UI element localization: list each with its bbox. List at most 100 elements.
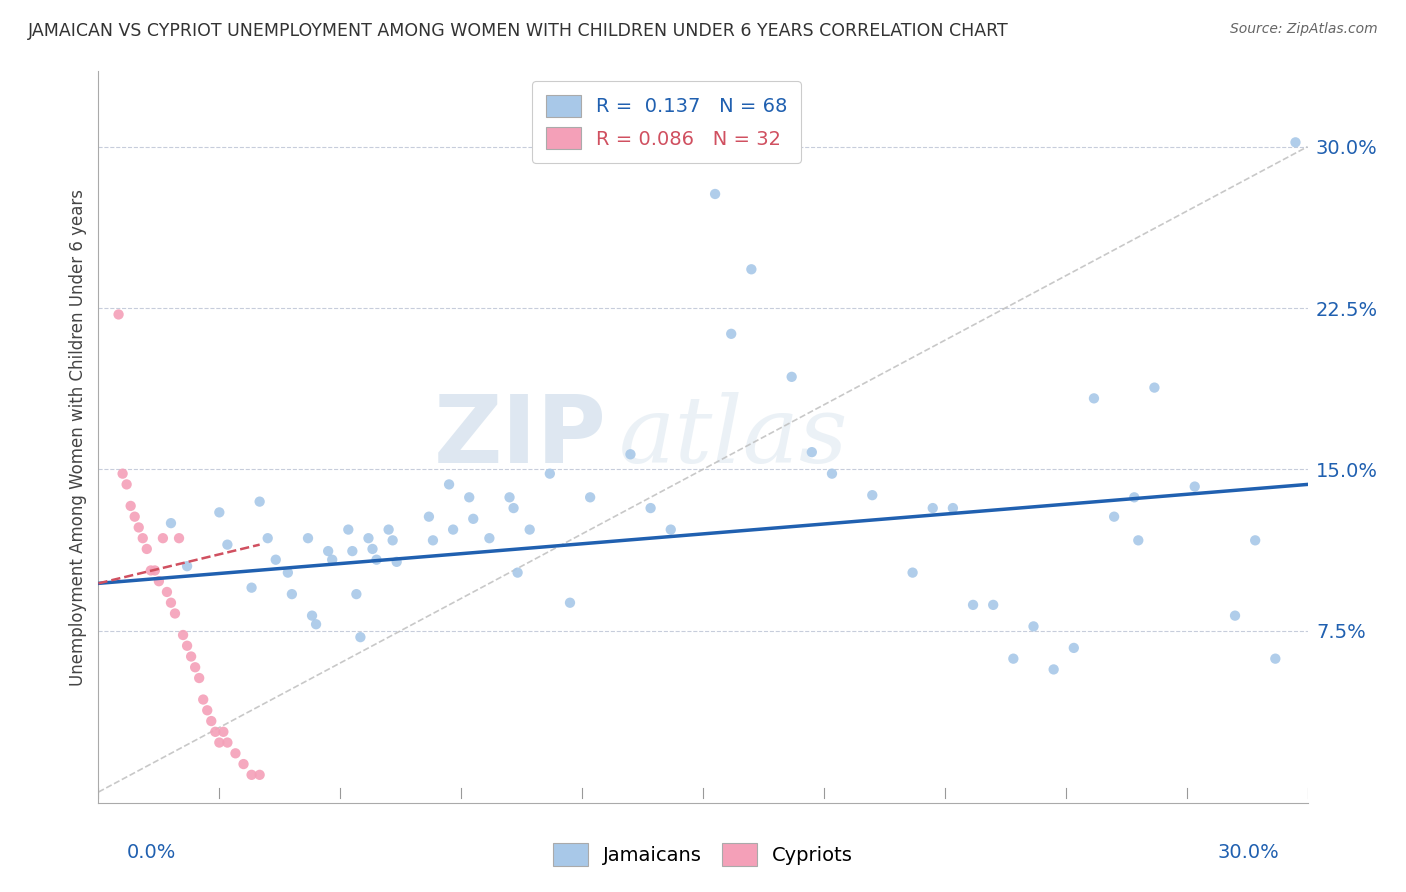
Point bbox=[418, 509, 440, 524]
Point bbox=[1002, 651, 1025, 665]
Point bbox=[519, 523, 541, 537]
Point bbox=[1083, 392, 1105, 406]
Point bbox=[640, 501, 662, 516]
Point bbox=[381, 533, 404, 548]
Point bbox=[212, 724, 235, 739]
Point bbox=[195, 703, 218, 717]
Point bbox=[163, 607, 186, 621]
Point bbox=[720, 326, 742, 341]
Text: 30.0%: 30.0% bbox=[1218, 843, 1279, 862]
Point bbox=[281, 587, 304, 601]
Point bbox=[208, 505, 231, 519]
Point bbox=[1128, 533, 1150, 548]
Point bbox=[942, 501, 965, 516]
Point bbox=[478, 531, 501, 545]
Point bbox=[217, 538, 239, 552]
Point bbox=[321, 552, 343, 566]
Point bbox=[458, 491, 481, 505]
Text: ZIP: ZIP bbox=[433, 391, 606, 483]
Text: JAMAICAN VS CYPRIOT UNEMPLOYMENT AMONG WOMEN WITH CHILDREN UNDER 6 YEARS CORRELA: JAMAICAN VS CYPRIOT UNEMPLOYMENT AMONG W… bbox=[28, 22, 1010, 40]
Point bbox=[1102, 509, 1125, 524]
Point bbox=[264, 552, 287, 566]
Point bbox=[538, 467, 561, 481]
Point bbox=[1264, 651, 1286, 665]
Text: 0.0%: 0.0% bbox=[127, 843, 176, 862]
Point bbox=[558, 596, 581, 610]
Point bbox=[301, 608, 323, 623]
Point bbox=[361, 541, 384, 556]
Point bbox=[193, 692, 215, 706]
Point bbox=[1244, 533, 1267, 548]
Point bbox=[148, 574, 170, 589]
Point bbox=[1123, 491, 1146, 505]
Point bbox=[217, 735, 239, 749]
Point bbox=[349, 630, 371, 644]
Point bbox=[422, 533, 444, 548]
Point bbox=[463, 512, 485, 526]
Text: Source: ZipAtlas.com: Source: ZipAtlas.com bbox=[1230, 22, 1378, 37]
Point bbox=[160, 596, 183, 610]
Point bbox=[901, 566, 924, 580]
Point bbox=[176, 639, 198, 653]
Point bbox=[740, 262, 762, 277]
Point bbox=[249, 768, 271, 782]
Point bbox=[240, 581, 263, 595]
Point bbox=[377, 523, 399, 537]
Point bbox=[240, 768, 263, 782]
Point bbox=[232, 757, 254, 772]
Point bbox=[120, 499, 142, 513]
Point bbox=[366, 552, 388, 566]
Point bbox=[437, 477, 460, 491]
Point bbox=[1063, 640, 1085, 655]
Point bbox=[441, 523, 464, 537]
Point bbox=[780, 369, 803, 384]
Point bbox=[132, 531, 155, 545]
Point bbox=[176, 559, 198, 574]
Point bbox=[821, 467, 844, 481]
Point bbox=[188, 671, 211, 685]
Point bbox=[184, 660, 207, 674]
Point bbox=[135, 541, 157, 556]
Point bbox=[305, 617, 328, 632]
Point bbox=[249, 494, 271, 508]
Point bbox=[143, 564, 166, 578]
Point bbox=[208, 735, 231, 749]
Point bbox=[111, 467, 134, 481]
Point bbox=[344, 587, 367, 601]
Point bbox=[180, 649, 202, 664]
Point bbox=[502, 501, 524, 516]
Point bbox=[337, 523, 360, 537]
Point bbox=[316, 544, 339, 558]
Y-axis label: Unemployment Among Women with Children Under 6 years: Unemployment Among Women with Children U… bbox=[69, 188, 87, 686]
Point bbox=[1022, 619, 1045, 633]
Point bbox=[1184, 479, 1206, 493]
Point bbox=[256, 531, 278, 545]
Point bbox=[800, 445, 823, 459]
Point bbox=[139, 564, 162, 578]
Point bbox=[659, 523, 682, 537]
Point bbox=[704, 186, 727, 201]
Point bbox=[1143, 381, 1166, 395]
Point bbox=[115, 477, 138, 491]
Point bbox=[981, 598, 1004, 612]
Point bbox=[506, 566, 529, 580]
Point bbox=[297, 531, 319, 545]
Point bbox=[962, 598, 984, 612]
Point bbox=[128, 520, 150, 534]
Point bbox=[1042, 662, 1064, 676]
Point bbox=[107, 308, 129, 322]
Point bbox=[342, 544, 364, 558]
Point bbox=[160, 516, 183, 530]
Point bbox=[921, 501, 943, 516]
Point bbox=[579, 491, 602, 505]
Point bbox=[1284, 136, 1306, 150]
Point bbox=[152, 531, 174, 545]
Point bbox=[200, 714, 222, 728]
Point bbox=[204, 724, 226, 739]
Point bbox=[860, 488, 883, 502]
Text: atlas: atlas bbox=[619, 392, 848, 482]
Point bbox=[619, 447, 641, 461]
Point bbox=[167, 531, 190, 545]
Point bbox=[224, 747, 246, 761]
Point bbox=[277, 566, 299, 580]
